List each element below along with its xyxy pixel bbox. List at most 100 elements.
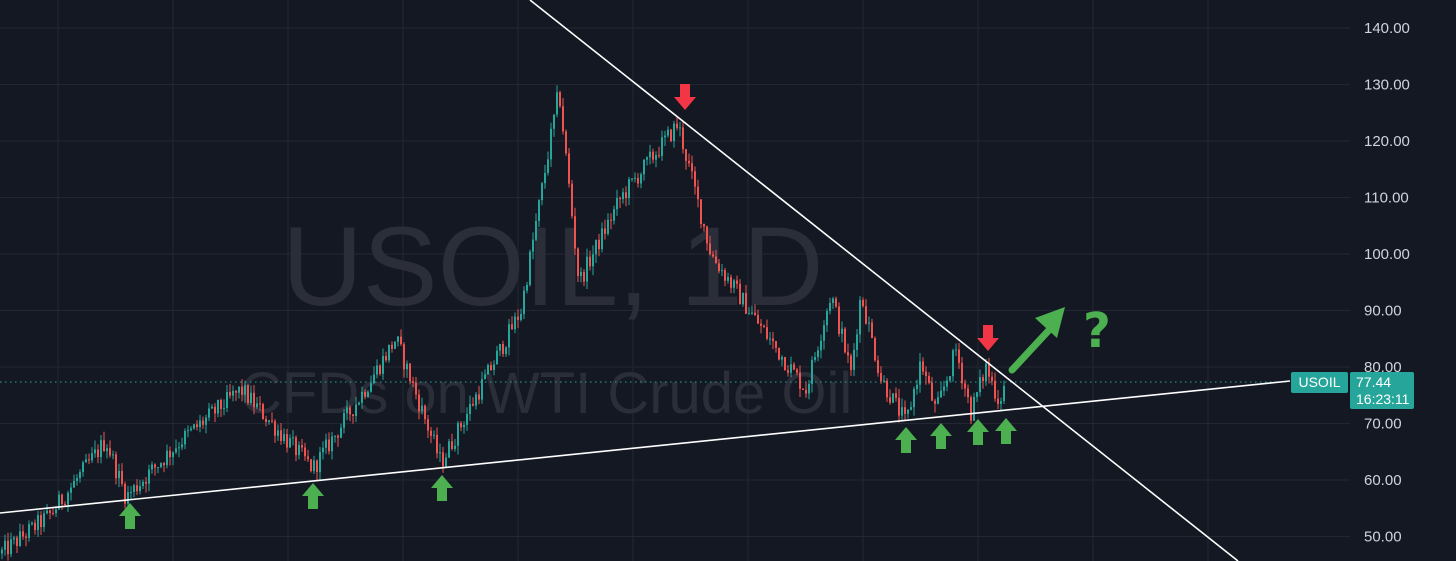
candle-up xyxy=(454,445,456,449)
candle-up xyxy=(943,386,945,391)
candle-up xyxy=(157,467,159,469)
candle-up xyxy=(976,392,978,397)
candle-up xyxy=(907,409,909,414)
candle-down xyxy=(961,362,963,384)
candle-up xyxy=(190,428,192,431)
rising-support-trendline[interactable] xyxy=(0,380,1291,514)
support-arrow-up-icon xyxy=(995,418,1017,444)
candle-down xyxy=(763,325,765,328)
candle-up xyxy=(82,462,84,473)
candle-down xyxy=(352,414,354,416)
candle-up xyxy=(790,364,792,373)
candle-down xyxy=(712,254,714,257)
candle-up xyxy=(667,129,669,136)
candle-down xyxy=(847,352,849,356)
candle-up xyxy=(868,322,870,324)
candle-down xyxy=(202,420,204,425)
watermark-description: CFDs on WTI Crude Oil xyxy=(240,361,852,426)
candle-down xyxy=(583,271,585,282)
candle-up xyxy=(13,537,15,540)
last-price-tag[interactable]: 77.44 16:23:11 xyxy=(1350,372,1414,409)
candle-down xyxy=(736,280,738,284)
candle-down xyxy=(838,306,840,334)
candle-down xyxy=(478,394,480,400)
resistance-arrow-down-icon xyxy=(674,84,696,110)
candle-down xyxy=(103,440,105,452)
candle-up xyxy=(334,435,336,437)
candle-up xyxy=(319,452,321,473)
candle-down xyxy=(472,403,474,406)
candle-up xyxy=(937,397,939,404)
candle-up xyxy=(979,377,981,393)
candle-down xyxy=(400,336,402,345)
candle-up xyxy=(325,439,327,448)
candle-down xyxy=(793,364,795,370)
candle-down xyxy=(865,306,867,324)
candle-down xyxy=(754,312,756,315)
candle-down xyxy=(307,456,309,460)
descending-resistance-trendline[interactable] xyxy=(529,0,1239,561)
candle-up xyxy=(616,198,618,210)
candle-up xyxy=(664,135,666,138)
candle-up xyxy=(673,123,675,142)
candle-down xyxy=(709,243,711,255)
candle-up xyxy=(4,540,6,550)
candle-up xyxy=(73,481,75,488)
candle-up xyxy=(463,424,465,428)
candle-down xyxy=(874,338,876,361)
candle-down xyxy=(154,464,156,468)
price-tick-label: 50.00 xyxy=(1364,529,1402,546)
candle-down xyxy=(109,448,111,456)
candle-up xyxy=(580,271,582,276)
candle-down xyxy=(619,198,621,200)
candle-down xyxy=(715,256,717,264)
candle-up xyxy=(112,454,114,456)
candle-up xyxy=(613,209,615,221)
candle-down xyxy=(502,344,504,354)
support-arrow-up-icon xyxy=(302,483,324,509)
candle-down xyxy=(697,186,699,200)
candle-up xyxy=(193,424,195,429)
candle-down xyxy=(730,277,732,288)
candle-down xyxy=(988,363,990,377)
candle-down xyxy=(934,400,936,404)
candle-up xyxy=(91,453,93,461)
candle-up xyxy=(751,312,753,314)
candle-up xyxy=(67,492,69,505)
candle-down xyxy=(967,388,969,398)
candle-up xyxy=(916,384,918,389)
candle-down xyxy=(460,422,462,428)
candle-down xyxy=(25,536,27,538)
candle-up xyxy=(541,183,543,201)
candle-up xyxy=(370,383,372,392)
candle-up xyxy=(955,349,957,351)
candle-up xyxy=(217,399,219,414)
candle-down xyxy=(214,406,216,414)
candle-up xyxy=(505,347,507,354)
candle-down xyxy=(889,397,891,403)
candle-down xyxy=(430,430,432,436)
candle-up xyxy=(466,413,468,425)
candle-up xyxy=(1003,385,1005,402)
symbol-tag[interactable]: USOIL xyxy=(1291,372,1348,393)
candle-up xyxy=(433,434,435,436)
candle-up xyxy=(829,303,831,312)
candle-up xyxy=(340,427,342,438)
candle-down xyxy=(787,370,789,373)
candle-up xyxy=(595,239,597,255)
candle-up xyxy=(910,407,912,410)
candle-up xyxy=(367,391,369,397)
candle-down xyxy=(775,341,777,348)
candle-down xyxy=(64,503,66,505)
candle-up xyxy=(175,448,177,453)
candle-up xyxy=(538,200,540,221)
candle-down xyxy=(778,347,780,360)
candle-down xyxy=(391,344,393,349)
candle-down xyxy=(757,314,759,324)
candle-up xyxy=(556,92,558,115)
candle-down xyxy=(676,123,678,128)
price-tick-label: 80.00 xyxy=(1364,359,1402,376)
candle-down xyxy=(451,441,453,449)
candle-up xyxy=(1000,401,1002,404)
